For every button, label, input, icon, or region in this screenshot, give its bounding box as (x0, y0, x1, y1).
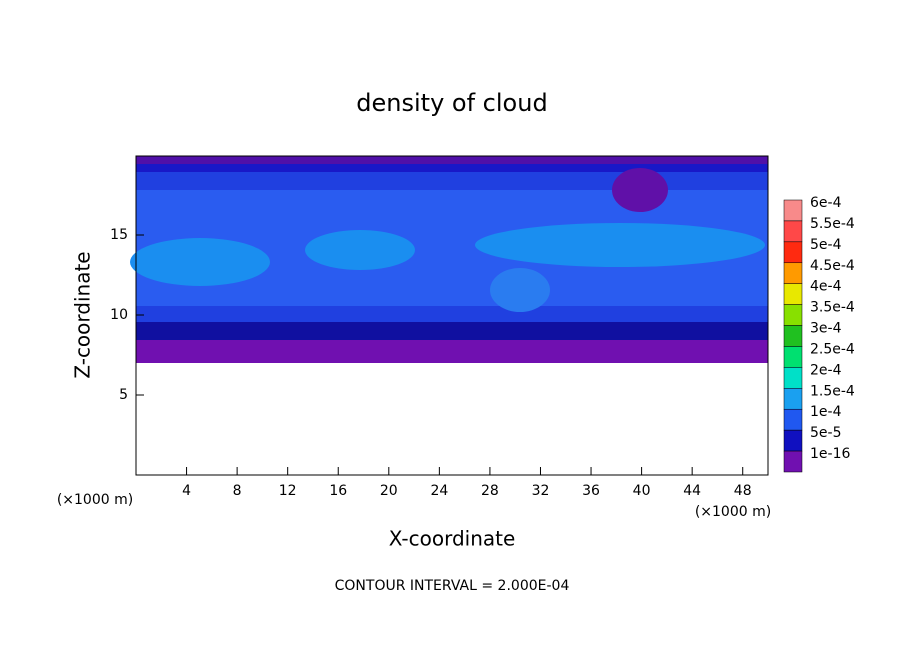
x-axis-label: X-coordinate (389, 527, 516, 551)
field-band (136, 156, 768, 164)
y-tick-label: 15 (110, 227, 128, 243)
y-tick-label: 5 (119, 387, 128, 403)
colorbar-label: 2e-4 (810, 362, 842, 378)
colorbar-label: 5e-4 (810, 237, 842, 253)
colorbar-label: 1.5e-4 (810, 383, 855, 399)
colorbar-box (783, 408, 803, 431)
x-tick-label: 24 (430, 483, 448, 499)
x-tick-label: 4 (182, 483, 191, 499)
colorbar-label: 3.5e-4 (810, 300, 855, 316)
x-tick-label: 20 (380, 483, 398, 499)
colorbar-label: 1e-4 (810, 404, 842, 420)
colorbar-box (783, 429, 803, 452)
colorbar-label: 2.5e-4 (810, 341, 855, 357)
colorbar-box (783, 283, 803, 305)
x-tick-label: 12 (279, 483, 297, 499)
colorbar-label: 6e-4 (810, 195, 842, 211)
x-tick-label: 36 (582, 483, 600, 499)
field-empty (136, 363, 768, 475)
x-tick-label: 32 (532, 483, 550, 499)
chart-title: density of cloud (356, 89, 547, 117)
field-blob (490, 268, 550, 312)
colorbar-label: 5.5e-4 (810, 216, 855, 232)
x-unit: (×1000 m) (57, 492, 133, 508)
colorbar-box (783, 199, 803, 222)
y-axis-label: Z-coordinate (71, 251, 95, 378)
x-tick-label: 44 (683, 483, 701, 499)
x-tick-label: 48 (734, 483, 752, 499)
x-tick-label: 28 (481, 483, 499, 499)
field (130, 156, 768, 475)
colorbar-box (783, 241, 803, 264)
x-tick-label: 40 (633, 483, 651, 499)
colorbar-label: 5e-5 (810, 425, 841, 441)
colorbar-label: 4e-4 (810, 279, 842, 295)
field-band (136, 322, 768, 342)
colorbar-box (783, 450, 803, 473)
colorbar-box (783, 367, 803, 389)
colorbar-box (783, 388, 803, 410)
field-blob (612, 168, 668, 212)
field-blob (130, 238, 270, 286)
y-tick-label: 10 (110, 307, 128, 323)
colorbar-box (783, 346, 803, 368)
colorbar-box (783, 325, 803, 347)
x-tick-label: 16 (329, 483, 347, 499)
y-unit: (×1000 m) (695, 504, 771, 520)
colorbar-label: 1e-16 (810, 446, 850, 462)
colorbar-label: 4.5e-4 (810, 258, 855, 274)
colorbar-label: 3e-4 (810, 321, 842, 337)
x-tick-label: 8 (233, 483, 242, 499)
colorbar-box (783, 262, 803, 284)
contour-note: CONTOUR INTERVAL = 2.000E-04 (335, 578, 570, 594)
field-band (136, 340, 768, 363)
colorbar-box (783, 304, 803, 326)
field-blob (475, 223, 765, 267)
field-blob (305, 230, 415, 270)
colorbar-box (783, 220, 803, 243)
